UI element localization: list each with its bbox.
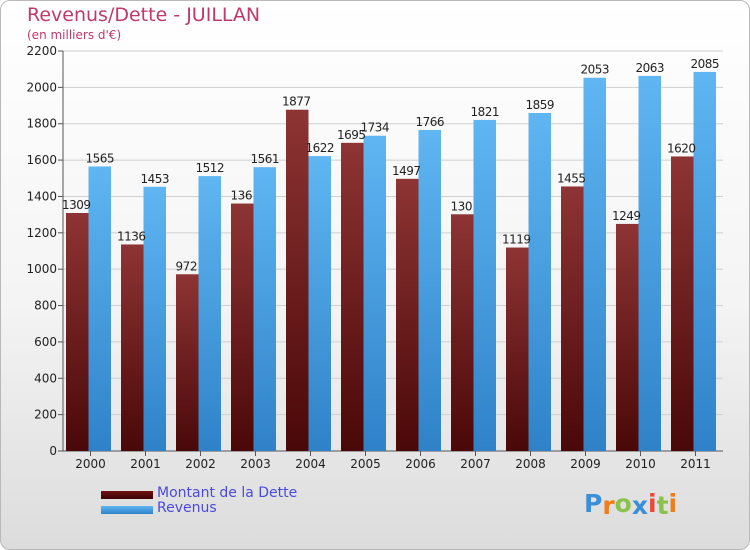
data-label-revenue: 1565	[85, 151, 114, 165]
data-label-debt: 1309	[62, 198, 91, 212]
data-label-revenue: 1453	[140, 172, 169, 186]
data-label-debt: 1695	[337, 128, 366, 142]
data-label-revenue: 2053	[580, 63, 609, 77]
bar-debt	[66, 213, 89, 451]
data-label-debt: 130	[451, 199, 472, 213]
data-label-debt: 1249	[612, 209, 641, 223]
bar-debt	[396, 178, 419, 451]
y-tick-label: 1000	[26, 262, 57, 276]
bar-revenue	[308, 156, 331, 451]
bar-revenue	[473, 119, 496, 451]
bar-debt	[561, 186, 584, 452]
bar-revenue	[418, 129, 441, 451]
logo-letter: r	[602, 491, 615, 520]
data-label-revenue: 2063	[635, 61, 664, 75]
x-tick-label: 2011	[680, 457, 711, 471]
logo-letter: o	[614, 489, 632, 518]
x-tick-label: 2001	[130, 457, 161, 471]
bar-revenue	[88, 166, 111, 452]
y-tick-label: 1400	[26, 189, 57, 203]
bar-revenue	[198, 176, 221, 451]
bar-revenue	[143, 186, 166, 451]
x-tick-label: 2004	[295, 457, 326, 471]
y-tick-label: 1800	[26, 117, 57, 131]
y-tick-label: 2200	[26, 44, 57, 58]
data-label-debt: 972	[176, 259, 197, 273]
legend-swatch-debt	[101, 491, 153, 499]
data-label-revenue: 1766	[415, 115, 444, 129]
x-tick-label: 2002	[185, 457, 216, 471]
data-label-debt: 1136	[117, 229, 146, 243]
bar-debt	[286, 109, 309, 452]
grid-layer	[63, 50, 723, 452]
proxiti-logo: Proxiti	[584, 489, 678, 520]
bar-debt	[341, 142, 364, 451]
labels-layer: 1309156511361453972151213615611877162216…	[62, 57, 720, 273]
bar-revenue	[638, 75, 661, 451]
data-label-debt: 1455	[557, 171, 586, 185]
logo-letter: i	[668, 489, 678, 518]
data-label-debt: 1119	[502, 233, 531, 247]
bar-debt	[616, 223, 639, 451]
y-tick-label: 0	[49, 444, 57, 458]
legend-swatch-revenue	[101, 506, 153, 514]
data-label-debt: 136	[231, 189, 252, 203]
x-tick-label: 2006	[405, 457, 436, 471]
y-tick-label: 2000	[26, 80, 57, 94]
x-tick-label: 2010	[625, 457, 656, 471]
legend-label-debt: Montant de la Dette	[157, 485, 298, 501]
logo-letter: i	[648, 489, 657, 518]
bar-debt	[176, 274, 199, 451]
bars-layer	[66, 71, 716, 452]
data-label-revenue: 1512	[195, 161, 224, 175]
data-label-revenue: 1561	[250, 152, 279, 166]
data-label-revenue: 2085	[690, 57, 719, 71]
x-tick-label: 2009	[570, 457, 601, 471]
logo-letter: t	[656, 491, 669, 520]
chart-subtitle: (en milliers d'€)	[27, 28, 122, 42]
y-tick-label: 200	[34, 408, 57, 422]
y-tick-label: 800	[34, 299, 57, 313]
chart-title: Revenus/Dette - JUILLAN	[27, 4, 261, 26]
y-tick-label: 1200	[26, 226, 57, 240]
bar-debt	[506, 247, 529, 451]
data-label-revenue: 1734	[360, 121, 389, 135]
bar-revenue	[583, 77, 606, 452]
bar-revenue	[253, 167, 276, 451]
data-label-debt: 1497	[392, 164, 421, 178]
bar-revenue	[528, 113, 551, 451]
bar-debt	[671, 156, 694, 452]
x-tick-label: 2003	[240, 457, 271, 471]
x-tick-label: 2007	[460, 457, 491, 471]
y-tick-label: 400	[34, 371, 57, 385]
logo-letter: P	[584, 489, 603, 518]
y-tick-label: 600	[34, 335, 57, 349]
data-label-revenue: 1859	[525, 98, 554, 112]
bar-revenue	[693, 71, 716, 451]
data-label-debt: 1877	[282, 95, 311, 109]
x-tick-label: 2008	[515, 457, 546, 471]
data-label-debt: 1620	[667, 141, 696, 155]
bar-debt	[231, 203, 254, 451]
x-tick-label: 2005	[350, 457, 381, 471]
axis-layer: 0 200 400 600 800 1000 1200 1400 1600 1800 2000 220…	[26, 44, 723, 471]
bar-debt	[121, 244, 144, 451]
data-label-revenue: 1821	[470, 105, 499, 119]
bar-revenue	[363, 135, 386, 451]
bar-debt	[451, 214, 474, 451]
logo-letter: x	[631, 491, 648, 520]
legend-label-revenue: Revenus	[157, 500, 217, 516]
data-label-revenue: 1622	[305, 141, 334, 155]
y-tick-label: 1600	[26, 153, 57, 167]
x-tick-label: 2000	[75, 457, 106, 471]
